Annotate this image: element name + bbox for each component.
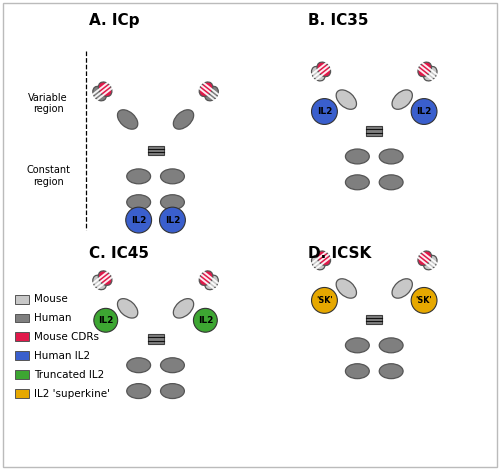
Bar <box>148 146 164 156</box>
Circle shape <box>312 288 338 313</box>
Ellipse shape <box>160 358 184 373</box>
Ellipse shape <box>160 384 184 399</box>
Text: 'SK': 'SK' <box>316 296 333 305</box>
Ellipse shape <box>174 110 194 129</box>
Ellipse shape <box>392 279 412 298</box>
Ellipse shape <box>93 86 106 101</box>
Ellipse shape <box>160 169 184 184</box>
Ellipse shape <box>317 251 330 266</box>
Ellipse shape <box>199 82 213 96</box>
Ellipse shape <box>93 275 106 290</box>
Ellipse shape <box>418 62 432 77</box>
Bar <box>16 351 30 360</box>
Ellipse shape <box>118 110 138 129</box>
Circle shape <box>126 207 152 233</box>
Circle shape <box>411 288 437 313</box>
Circle shape <box>312 99 338 125</box>
Text: Human IL2: Human IL2 <box>34 351 90 361</box>
Circle shape <box>160 207 186 233</box>
Ellipse shape <box>424 255 437 270</box>
Bar <box>16 332 30 341</box>
Circle shape <box>411 99 437 125</box>
Ellipse shape <box>312 66 325 81</box>
Ellipse shape <box>346 364 370 379</box>
Ellipse shape <box>317 62 330 77</box>
Ellipse shape <box>346 338 370 353</box>
Ellipse shape <box>346 149 370 164</box>
Ellipse shape <box>98 82 112 96</box>
Ellipse shape <box>379 338 403 353</box>
Text: Variable
region: Variable region <box>28 93 68 115</box>
Bar <box>366 125 382 135</box>
Bar <box>366 314 382 324</box>
Text: IL2: IL2 <box>98 316 114 325</box>
Bar <box>16 389 30 398</box>
Text: IL2: IL2 <box>165 216 180 225</box>
Ellipse shape <box>336 90 356 110</box>
Ellipse shape <box>392 90 412 110</box>
Ellipse shape <box>204 86 218 101</box>
Ellipse shape <box>174 298 194 318</box>
Text: Constant
region: Constant region <box>26 165 70 187</box>
Text: 'SK': 'SK' <box>416 296 432 305</box>
Ellipse shape <box>379 175 403 190</box>
Ellipse shape <box>126 358 150 373</box>
Text: Mouse CDRs: Mouse CDRs <box>34 332 100 342</box>
Ellipse shape <box>379 149 403 164</box>
Text: Mouse: Mouse <box>34 294 68 304</box>
Ellipse shape <box>118 298 138 318</box>
Bar <box>16 295 30 304</box>
Text: Truncated IL2: Truncated IL2 <box>34 370 104 380</box>
Ellipse shape <box>424 66 437 81</box>
Ellipse shape <box>379 364 403 379</box>
Ellipse shape <box>199 271 213 285</box>
Circle shape <box>194 308 218 332</box>
Bar <box>148 335 164 345</box>
Text: IL2: IL2 <box>317 107 332 116</box>
Text: C. IC45: C. IC45 <box>89 246 149 261</box>
Text: D. ICSK: D. ICSK <box>308 246 371 261</box>
Text: IL2: IL2 <box>198 316 213 325</box>
Ellipse shape <box>312 255 325 270</box>
Bar <box>16 370 30 379</box>
Text: A. ICp: A. ICp <box>89 13 140 28</box>
Ellipse shape <box>126 384 150 399</box>
Text: IL2: IL2 <box>416 107 432 116</box>
Ellipse shape <box>160 195 184 210</box>
Ellipse shape <box>126 169 150 184</box>
Text: IL2 'superkine': IL2 'superkine' <box>34 389 110 399</box>
Ellipse shape <box>346 175 370 190</box>
Text: Human: Human <box>34 313 72 323</box>
Ellipse shape <box>418 251 432 266</box>
Bar <box>16 313 30 322</box>
Ellipse shape <box>204 275 218 290</box>
Ellipse shape <box>126 195 150 210</box>
Ellipse shape <box>336 279 356 298</box>
Ellipse shape <box>98 271 112 285</box>
Text: IL2: IL2 <box>131 216 146 225</box>
Circle shape <box>94 308 118 332</box>
Text: B. IC35: B. IC35 <box>308 13 368 28</box>
